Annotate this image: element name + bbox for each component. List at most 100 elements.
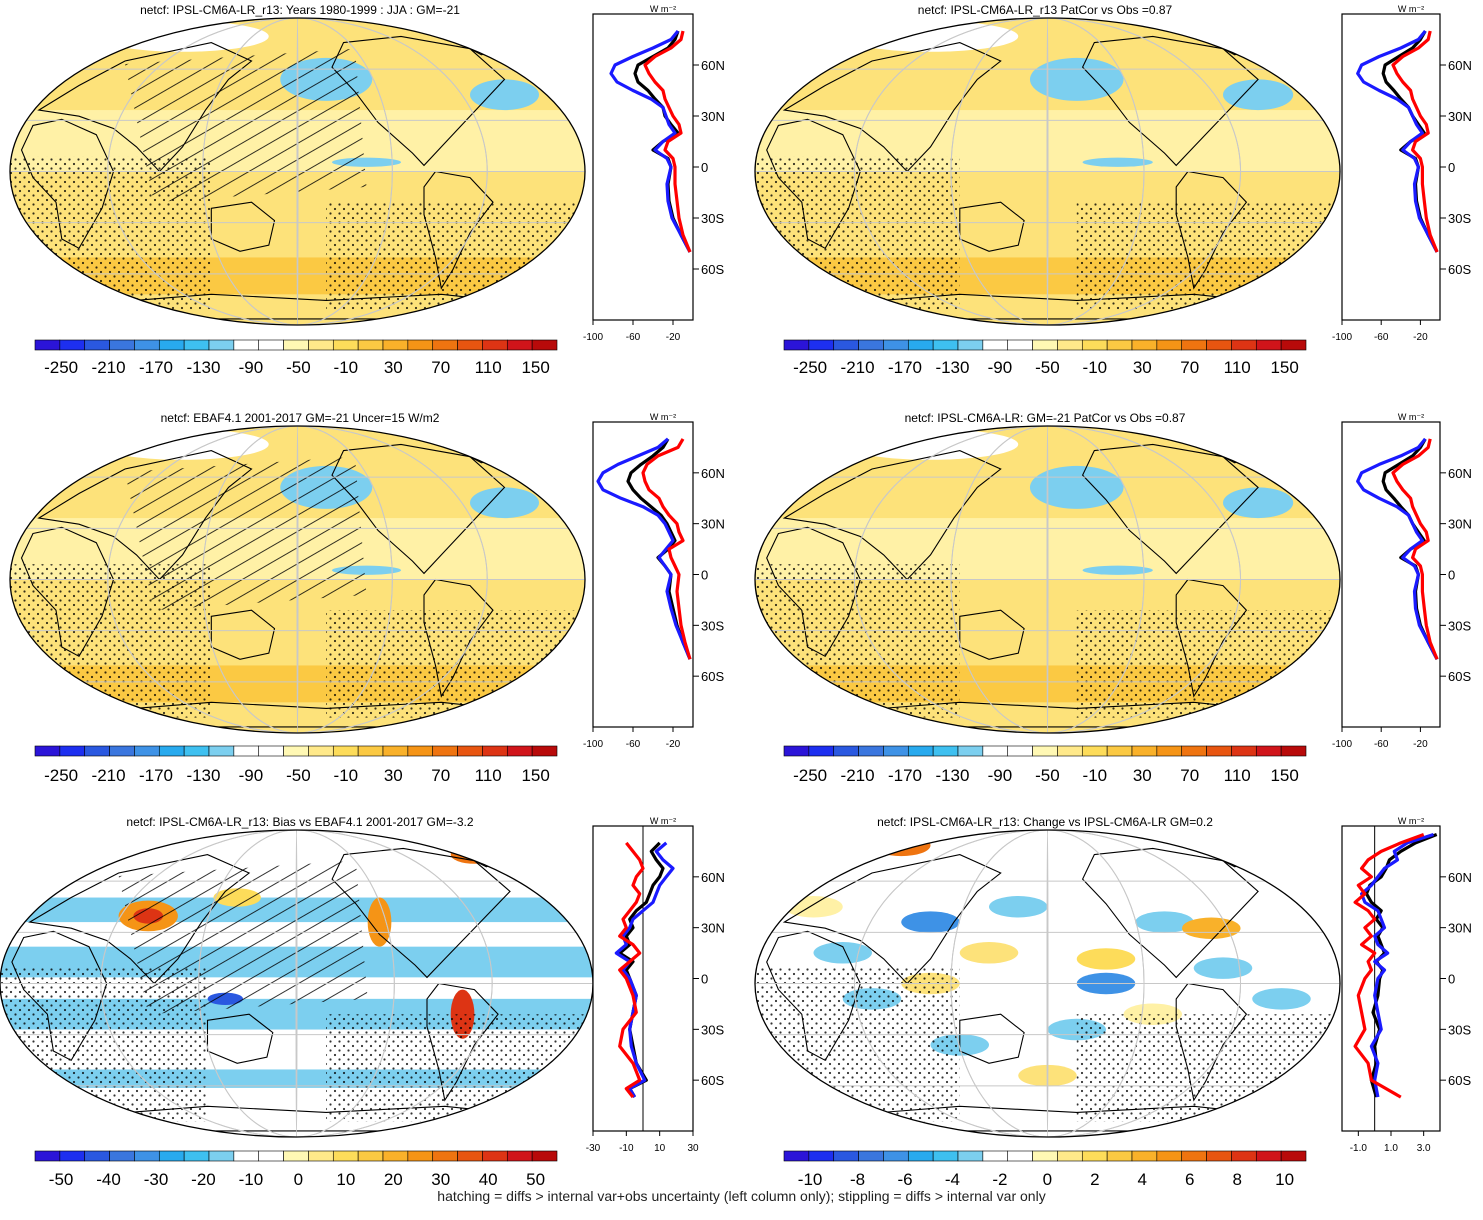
colorbar-tick-label: 150 (521, 358, 549, 377)
profile-lat-label: 60N (701, 870, 725, 885)
profile-series-profile_obs (1360, 832, 1434, 1098)
colorbar-swatch (84, 745, 110, 757)
profile-units: W m⁻² (650, 412, 676, 422)
profile-lat-label: 30S (701, 1022, 724, 1037)
longitude-line (950, 830, 1145, 1137)
profile-x-label: -60 (626, 332, 641, 343)
longitude-line (202, 18, 393, 325)
colorbar-swatch (1081, 339, 1108, 351)
colorbar-swatch (531, 745, 558, 757)
colorbar-swatch (808, 745, 835, 757)
longitude-line (853, 18, 1242, 325)
itcz-negative (1082, 157, 1153, 167)
colorbar-tick-label: 10 (336, 1170, 355, 1189)
map-frame (754, 425, 1341, 734)
colorbar-swatch (833, 745, 859, 757)
profile-lat-label: 60N (1448, 870, 1472, 885)
colorbar-swatch (1106, 745, 1133, 757)
colorbar-swatch (183, 339, 210, 351)
profile-lat-label: 30N (1448, 109, 1472, 124)
colorbar-2: -250 -210 -170 -130 -90 -50 -10 30 70 110 150 (783, 339, 1307, 377)
profile-lat-label: 60S (701, 262, 724, 277)
profile-series-profile_obs (596, 437, 692, 660)
profile-units: W m⁻² (650, 816, 676, 826)
colorbar-tick-label: 30 (384, 766, 403, 785)
colorbar-swatch (258, 1150, 284, 1162)
colorbar-tick-label: 20 (384, 1170, 403, 1189)
colorbar-swatch (382, 1150, 409, 1162)
colorbar-swatch (957, 1150, 984, 1162)
colorbar-tick-label: 110 (475, 358, 502, 377)
profile-x-label: -100 (1332, 332, 1352, 343)
colorbar-tick-label: -250 (793, 358, 827, 377)
profile-x-label: 30 (687, 1143, 699, 1154)
colorbar-swatch (1280, 339, 1307, 351)
colorbar-swatch (1206, 1150, 1232, 1162)
colorbar-swatch (407, 1150, 434, 1162)
colorbar-3: -250 -210 -170 -130 -90 -50 -10 30 70 110 150 (34, 745, 558, 785)
profile-units: W m⁻² (650, 4, 676, 14)
colorbar-tick-label: 30 (384, 358, 403, 377)
colorbar-4: -250 -210 -170 -130 -90 -50 -10 30 70 110 150 (783, 745, 1307, 785)
colorbar-swatch (932, 745, 959, 757)
colorbar-swatch (158, 745, 185, 757)
colorbar-swatch (1081, 1150, 1108, 1162)
longitude-line (202, 426, 393, 733)
profile-series-profile_other (641, 438, 692, 660)
colorbar-tick-label: 40 (479, 1170, 498, 1189)
colorbar-swatch (1032, 339, 1058, 351)
colorbar-swatch (1280, 1150, 1307, 1162)
colorbar-tick-label: -170 (139, 358, 173, 377)
colorbar-swatch (883, 339, 909, 351)
colorbar-swatch (932, 339, 959, 351)
colorbar-swatch (1057, 339, 1083, 351)
colorbar-swatch (407, 339, 434, 351)
longitude-line (100, 830, 493, 1137)
colorbar-swatch (208, 745, 235, 757)
colorbar-6: -10 -8 -6 -4 -2 0 2 4 6 8 10 (783, 1150, 1307, 1189)
profile-lat-label: 30S (701, 211, 724, 226)
profile-lat-label: 0 (701, 972, 708, 987)
map-panel-5 (0, 829, 594, 1138)
colorbar-tick-label: -210 (841, 358, 875, 377)
colorbar-swatch (1081, 745, 1108, 757)
panel-title-5: netcf: IPSL-CM6A-LR_r13: Bias vs EBAF4.1… (126, 815, 474, 829)
colorbar-swatch (982, 1150, 1009, 1162)
colorbar-swatch (432, 745, 458, 757)
map-frame (754, 829, 1341, 1138)
colorbar-swatch (332, 745, 359, 757)
map-panel-6 (754, 829, 1341, 1138)
graticule (755, 830, 1340, 1137)
figure-footnote: hatching = diffs > internal var+obs unce… (437, 1188, 1046, 1204)
colorbar-tick-label: -170 (888, 766, 922, 785)
colorbar-tick-label: -50 (286, 766, 311, 785)
profile-x-label: -10 (619, 1143, 634, 1154)
profile-series-profile_obs (614, 841, 675, 1098)
profile-lat-label: 30S (1448, 211, 1471, 226)
longitude-line (1046, 830, 1049, 1137)
profile-lat-label: 60N (701, 466, 725, 481)
colorbar-swatch (506, 745, 533, 757)
colorbar-swatch (1156, 1150, 1183, 1162)
profile-lat-label: 60S (1448, 669, 1471, 684)
colorbar-swatch (357, 1150, 384, 1162)
colorbar-swatch (158, 339, 185, 351)
colorbar-tick-label: 70 (1180, 766, 1199, 785)
colorbar-swatch (1206, 339, 1232, 351)
profile-lat-label: 30N (701, 517, 725, 532)
colorbar-swatch (59, 1150, 86, 1162)
colorbar-swatch (833, 1150, 859, 1162)
colorbar-swatch (506, 1150, 533, 1162)
stippling-region-1 (0, 968, 208, 1122)
colorbar-swatch (907, 745, 934, 757)
colorbar-swatch (59, 745, 86, 757)
profile-x-label: -20 (666, 739, 681, 750)
anomaly-patch-8 (813, 942, 872, 964)
colorbar-swatch (883, 745, 909, 757)
anomaly-patch-11 (1076, 948, 1136, 970)
colorbar-swatch (531, 1150, 558, 1162)
colorbar-swatch (783, 1150, 810, 1162)
colorbar-tick-label: -4 (945, 1170, 960, 1189)
profile-series-profile_obs (609, 29, 692, 253)
